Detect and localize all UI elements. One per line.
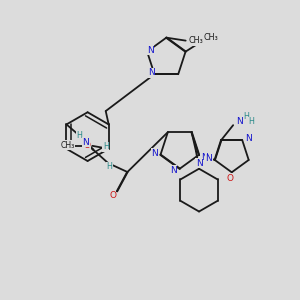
Text: N: N — [151, 149, 158, 158]
Text: O: O — [84, 141, 91, 150]
Text: N: N — [201, 153, 208, 162]
Text: H: H — [243, 112, 249, 121]
Text: O: O — [227, 174, 234, 183]
Text: H: H — [103, 142, 109, 151]
Text: N: N — [206, 154, 212, 163]
Text: CH₃: CH₃ — [61, 141, 75, 150]
Text: N: N — [148, 68, 155, 77]
Text: CH₃: CH₃ — [203, 33, 218, 42]
Text: H: H — [76, 131, 82, 140]
Text: N: N — [245, 134, 251, 143]
Text: N: N — [236, 117, 243, 126]
Text: CH₃: CH₃ — [189, 36, 203, 45]
Text: H: H — [106, 162, 112, 171]
Text: H: H — [248, 117, 254, 126]
Text: N: N — [170, 166, 177, 175]
Text: O: O — [109, 191, 116, 200]
Text: N: N — [82, 138, 89, 147]
Text: N: N — [196, 159, 202, 168]
Text: N: N — [147, 46, 154, 55]
